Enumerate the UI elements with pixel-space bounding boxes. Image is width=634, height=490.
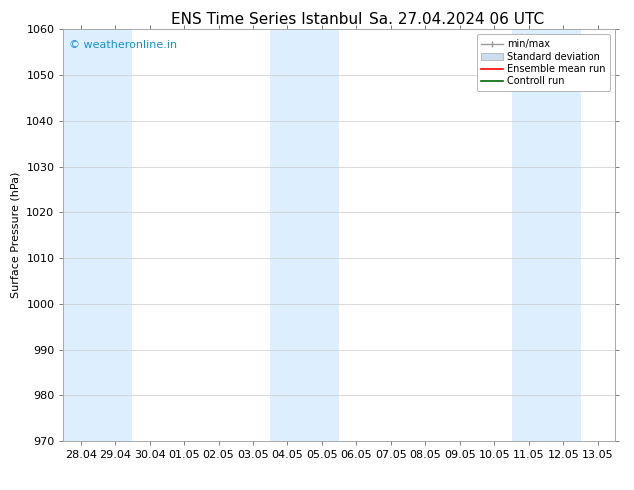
Legend: min/max, Standard deviation, Ensemble mean run, Controll run: min/max, Standard deviation, Ensemble me… [477, 34, 610, 91]
Bar [305, 29, 339, 441]
Text: © weatheronline.in: © weatheronline.in [69, 40, 177, 49]
Bar [270, 29, 305, 441]
Bar [98, 29, 133, 441]
Bar [512, 29, 546, 441]
Text: ENS Time Series Istanbul: ENS Time Series Istanbul [171, 12, 362, 27]
Text: Sa. 27.04.2024 06 UTC: Sa. 27.04.2024 06 UTC [369, 12, 544, 27]
Y-axis label: Surface Pressure (hPa): Surface Pressure (hPa) [11, 172, 21, 298]
Bar [63, 29, 98, 441]
Bar [546, 29, 581, 441]
